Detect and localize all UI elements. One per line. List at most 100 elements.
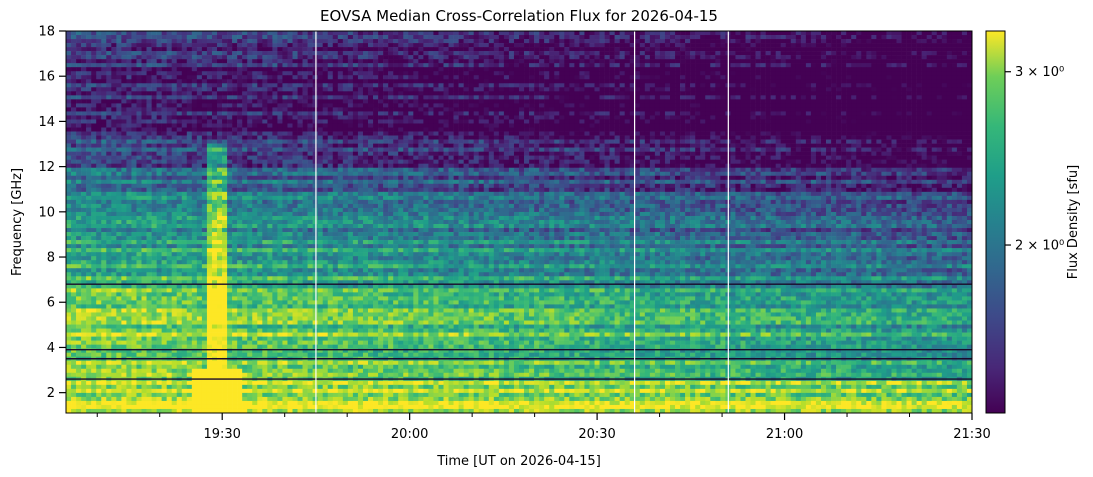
heatmap-cell (453, 127, 459, 132)
heatmap-cell (519, 135, 525, 140)
heatmap-cell (277, 139, 283, 144)
heatmap-cell (705, 67, 711, 72)
heatmap-cell (569, 103, 575, 108)
heatmap-cell (800, 67, 807, 72)
heatmap-cell (388, 87, 394, 92)
heatmap-cell (539, 127, 545, 132)
heatmap-cell (931, 79, 938, 84)
heatmap-cell (886, 55, 892, 60)
heatmap-cell (222, 43, 228, 48)
heatmap-cell (272, 135, 278, 140)
heatmap-cell (181, 139, 188, 144)
heatmap-cell (468, 127, 474, 132)
heatmap-cell (810, 127, 817, 132)
heatmap-cell (408, 91, 414, 96)
heatmap-cell (247, 83, 253, 88)
heatmap-cell (327, 119, 334, 124)
heatmap-cell (901, 79, 907, 84)
heatmap-cell (951, 75, 958, 80)
heatmap-cell (705, 115, 711, 120)
heatmap-cell (659, 103, 666, 108)
heatmap-cell (675, 31, 681, 36)
heatmap-cell (871, 71, 877, 76)
heatmap-cell (644, 127, 651, 132)
heatmap-cell (750, 115, 756, 120)
heatmap-cell (176, 103, 183, 108)
heatmap-cell (262, 55, 268, 60)
heatmap-cell (126, 103, 132, 108)
heatmap-cell (483, 43, 490, 48)
heatmap-cell (71, 47, 77, 52)
heatmap-cell (96, 75, 102, 80)
heatmap-cell (534, 63, 540, 68)
heatmap-cell (775, 111, 782, 116)
heatmap-cell (851, 87, 857, 92)
heatmap-cell (101, 131, 107, 136)
heatmap-cell (71, 135, 77, 140)
heatmap-cell (166, 75, 172, 80)
heatmap-cell (670, 43, 676, 48)
heatmap-cell (886, 119, 892, 124)
heatmap-cell (342, 119, 349, 124)
heatmap-cell (463, 103, 469, 108)
heatmap-cell (574, 43, 580, 48)
heatmap-cell (151, 135, 157, 140)
heatmap-cell (785, 127, 792, 132)
heatmap-cell (176, 43, 183, 48)
heatmap-cell (488, 59, 495, 64)
heatmap-cell (262, 115, 268, 120)
heatmap-cell (946, 71, 953, 76)
heatmap-cell (488, 43, 495, 48)
heatmap-cell (936, 51, 943, 56)
heatmap-cell (428, 111, 434, 116)
heatmap-cell (831, 99, 837, 104)
heatmap-cell (383, 35, 389, 40)
heatmap-cell (856, 31, 862, 36)
heatmap-cell (654, 135, 661, 140)
heatmap-cell (891, 107, 897, 112)
heatmap-cell (785, 91, 792, 96)
heatmap-cell (388, 63, 394, 68)
heatmap-cell (775, 79, 782, 84)
heatmap-cell (413, 119, 419, 124)
heatmap-cell (634, 71, 641, 76)
heatmap-cell (332, 131, 339, 136)
heatmap-cell (493, 119, 500, 124)
heatmap-cell (649, 55, 656, 60)
heatmap-cell (604, 47, 610, 52)
heatmap-cell (201, 71, 208, 76)
heatmap-cell (831, 79, 837, 84)
heatmap-cell (961, 67, 968, 72)
heatmap-cell (760, 87, 766, 92)
heatmap-cell (549, 111, 555, 116)
heatmap-cell (171, 127, 178, 132)
heatmap-cell (956, 63, 963, 68)
heatmap-cell (347, 123, 354, 128)
heatmap-cell (745, 127, 751, 132)
heatmap-cell (564, 55, 570, 60)
heatmap-cell (468, 83, 474, 88)
heatmap-cell (846, 43, 852, 48)
heatmap-cell (735, 123, 741, 128)
heatmap-cell (463, 91, 469, 96)
heatmap-cell (549, 39, 555, 44)
heatmap-cell (805, 79, 812, 84)
heatmap-cell (851, 43, 857, 48)
heatmap-cell (745, 115, 751, 120)
heatmap-cell (277, 135, 283, 140)
heatmap-cell (423, 59, 429, 64)
heatmap-cell (362, 79, 369, 84)
heatmap-cell (292, 75, 298, 80)
heatmap-cell (332, 35, 339, 40)
heatmap-cell (765, 35, 771, 40)
heatmap-cell (156, 111, 162, 116)
heatmap-cell (347, 63, 354, 68)
heatmap-cell (332, 59, 339, 64)
heatmap-cell (463, 39, 469, 44)
heatmap-cell (931, 99, 938, 104)
heatmap-cell (242, 71, 248, 76)
heatmap-cell (443, 107, 449, 112)
heatmap-cell (483, 139, 490, 144)
heatmap-cell (836, 67, 842, 72)
heatmap-cell (871, 111, 877, 116)
